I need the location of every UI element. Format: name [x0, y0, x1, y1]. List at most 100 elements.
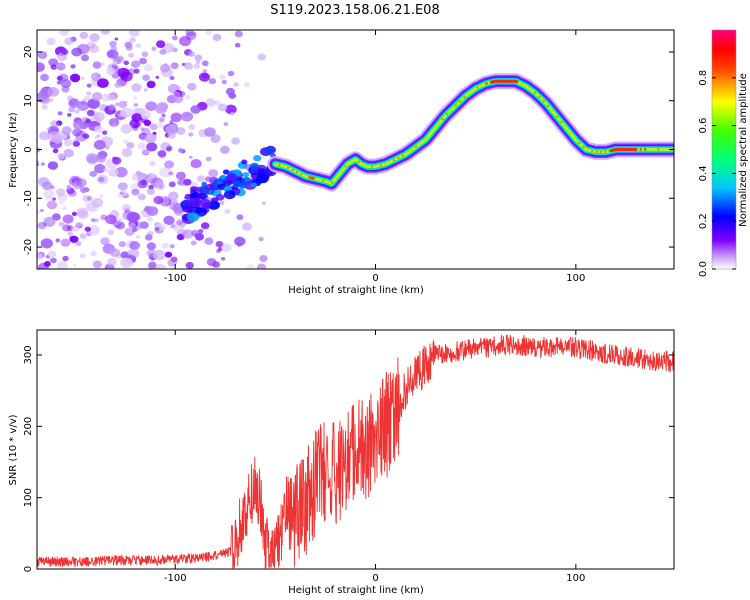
ridge-dot [463, 95, 466, 99]
noise-speck [90, 218, 96, 222]
noise-speck [142, 148, 149, 155]
ridge-dot [626, 148, 629, 151]
ridge-dot [414, 145, 418, 148]
ridge-dot [300, 173, 303, 176]
noise-speck [66, 184, 72, 189]
noise-speck [205, 156, 212, 162]
noise-speck [159, 167, 172, 178]
noise-speck [63, 138, 73, 147]
noise-speck [57, 153, 65, 160]
ridge-dot [322, 179, 325, 182]
noise-speck [223, 122, 229, 127]
noise-speck [219, 200, 225, 205]
noise-speck [83, 95, 91, 102]
ridge-dot [525, 85, 528, 88]
noise-speck [170, 256, 178, 263]
ridge-dot [432, 128, 435, 132]
noise-speck [169, 76, 175, 80]
noise-speck [108, 104, 116, 111]
snr-frame [36, 329, 675, 570]
noise-speck [205, 30, 212, 36]
noise-speck [172, 47, 178, 53]
noise-speck [124, 41, 133, 49]
noise-speck [109, 248, 121, 257]
noise-speck [147, 262, 157, 269]
noise-speck [196, 175, 205, 183]
noise-speck [216, 249, 221, 253]
noise-speck [142, 74, 151, 81]
noise-speck [37, 52, 46, 59]
noise-speck [190, 159, 202, 169]
noise-speck [146, 206, 159, 217]
ridge-dot [410, 148, 413, 152]
snr-x-label: Height of straight line (km) [288, 585, 424, 596]
ridge-dot [595, 150, 598, 154]
noise-speck [93, 139, 106, 150]
noise-speck [75, 222, 84, 229]
noise-speck [176, 219, 184, 226]
noise-speck [89, 170, 98, 177]
ridge-dot [309, 176, 312, 179]
noise-speck [69, 235, 79, 243]
noise-speck [96, 153, 104, 160]
noise-speck [46, 37, 56, 46]
snr-y-ticks: 0 100 200 300 [23, 345, 674, 572]
noise-speck [39, 131, 50, 141]
noise-speck [56, 80, 62, 85]
noise-speck [155, 104, 167, 114]
noise-speck [46, 127, 51, 131]
noise-speck [68, 106, 75, 113]
noise-speck [84, 226, 92, 232]
noise-speck [234, 42, 241, 48]
noise-speck [242, 222, 252, 231]
spectrogram-ridge [267, 73, 674, 192]
ridge-dot [423, 139, 426, 142]
noise-speck [66, 187, 75, 195]
noise-speck [94, 163, 106, 174]
ridge-dot [533, 91, 537, 95]
noise-speck [79, 233, 87, 240]
noise-speck [221, 243, 232, 252]
colorbar-ticks: 0.0 0.2 0.4 0.6 0.8 [698, 70, 736, 277]
noise-speck [56, 188, 66, 197]
noise-speck [156, 40, 166, 48]
noise-speck [100, 30, 111, 35]
noise-speck [107, 257, 117, 266]
noise-speck [68, 98, 81, 109]
noise-speck [144, 64, 153, 72]
ridge-dot [555, 115, 559, 119]
noise-speck [108, 118, 120, 127]
noise-speck [94, 125, 103, 133]
noise-speck [136, 235, 141, 239]
spectrogram-y-label: Frequency (Hz) [8, 112, 19, 188]
noise-speck [183, 62, 193, 70]
noise-speck [169, 202, 180, 211]
spectrogram-y-ticks: -20 -10 0 10 20 [23, 46, 674, 255]
noise-speck [58, 30, 70, 36]
spectrogram-y-tick-label: -10 [23, 190, 34, 206]
noise-speck [108, 168, 119, 177]
noise-speck [119, 191, 124, 195]
transition-speck [201, 181, 207, 186]
noise-speck [133, 68, 140, 74]
snr-panel: -100 0 100 0 100 200 300 Height of straight l… [8, 329, 675, 596]
noise-speck [138, 119, 144, 124]
ridge-dot [577, 141, 581, 145]
ridge-dot [445, 113, 448, 116]
noise-speck [107, 229, 114, 236]
noise-speck [58, 222, 65, 227]
ridge-dot [485, 82, 488, 85]
ridge-dot [511, 80, 515, 83]
noise-speck [50, 64, 57, 70]
noise-speck [71, 211, 77, 216]
noise-speck [212, 33, 222, 42]
noise-speck [80, 76, 85, 80]
ridge-dot [353, 158, 356, 162]
noise-speck [131, 172, 144, 182]
transition-speck [182, 205, 192, 213]
transition-speck [251, 182, 257, 187]
noise-speck [55, 120, 63, 126]
noise-speck [40, 208, 44, 213]
noise-speck [183, 178, 192, 186]
transition-speck [242, 172, 250, 178]
